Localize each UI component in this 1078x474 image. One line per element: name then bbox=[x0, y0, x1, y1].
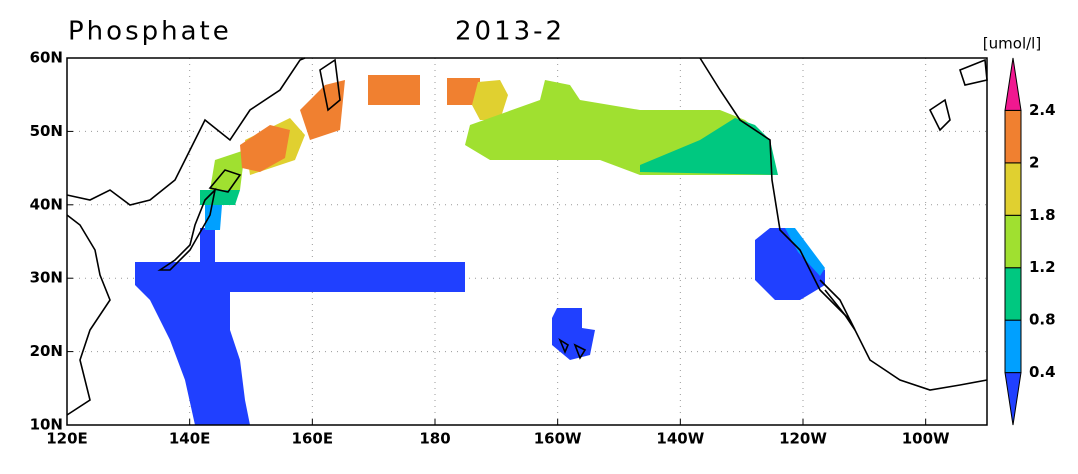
colorbar-swatch bbox=[1004, 319, 1022, 374]
colorbar-label: 2.4 bbox=[1029, 101, 1056, 119]
data-region bbox=[240, 125, 290, 172]
colorbar-label: 0.8 bbox=[1029, 311, 1056, 329]
lat-label: 40N bbox=[30, 195, 63, 213]
data-region bbox=[135, 228, 465, 425]
lon-label: 140E bbox=[169, 430, 211, 448]
data-region bbox=[640, 118, 778, 175]
colorbar-label: 0.4 bbox=[1029, 363, 1056, 381]
coastlines bbox=[66, 57, 988, 416]
coastline bbox=[928, 58, 988, 132]
colorbar-label: 2 bbox=[1029, 153, 1039, 171]
colorbar-swatch bbox=[1004, 372, 1022, 426]
coastline bbox=[157, 187, 217, 271]
coastline bbox=[558, 337, 587, 360]
lon-label: 100W bbox=[902, 430, 950, 448]
lat-label: 50N bbox=[30, 122, 63, 140]
coastline bbox=[819, 279, 856, 331]
data-region bbox=[200, 190, 240, 205]
coastline bbox=[66, 57, 306, 206]
colorbar-swatch bbox=[1004, 267, 1022, 321]
lon-label: 120E bbox=[46, 430, 88, 448]
lat-label: 60N bbox=[30, 49, 63, 67]
coastline bbox=[699, 57, 988, 391]
lat-label: 30N bbox=[30, 269, 63, 287]
colorbar-swatch bbox=[1004, 214, 1022, 269]
data-region bbox=[205, 205, 222, 230]
lat-label: 10N bbox=[30, 416, 63, 434]
colorbar-swatch bbox=[1004, 109, 1022, 164]
lat-label: 20N bbox=[30, 342, 63, 360]
lon-label: 180 bbox=[419, 430, 450, 448]
colorbar: 0.4 0.8 1.2 1.8 2 2.4 bbox=[1004, 57, 1056, 426]
colorbar-swatch bbox=[1004, 57, 1022, 111]
data-region bbox=[300, 80, 345, 140]
coastline bbox=[208, 169, 242, 193]
data-region bbox=[552, 308, 595, 360]
date: 2013-2 bbox=[455, 17, 565, 47]
data-region bbox=[368, 75, 420, 105]
colorbar-label: 1.2 bbox=[1029, 258, 1056, 276]
data-region bbox=[785, 228, 825, 276]
data-region bbox=[755, 228, 825, 300]
data-regions bbox=[135, 75, 825, 425]
lon-label: 140W bbox=[656, 430, 704, 448]
data-region bbox=[472, 80, 508, 120]
data-region bbox=[447, 78, 480, 105]
title: Phosphate bbox=[68, 17, 232, 47]
unit: [umol/l] bbox=[983, 35, 1041, 53]
colorbar-label: 1.8 bbox=[1029, 206, 1056, 224]
coastline bbox=[66, 214, 111, 416]
lon-label: 160E bbox=[292, 430, 334, 448]
coastline bbox=[319, 58, 341, 112]
lon-label: 120W bbox=[779, 430, 827, 448]
lon-label: 160W bbox=[534, 430, 582, 448]
map-frame bbox=[66, 57, 988, 426]
colorbar-swatch bbox=[1004, 162, 1022, 216]
